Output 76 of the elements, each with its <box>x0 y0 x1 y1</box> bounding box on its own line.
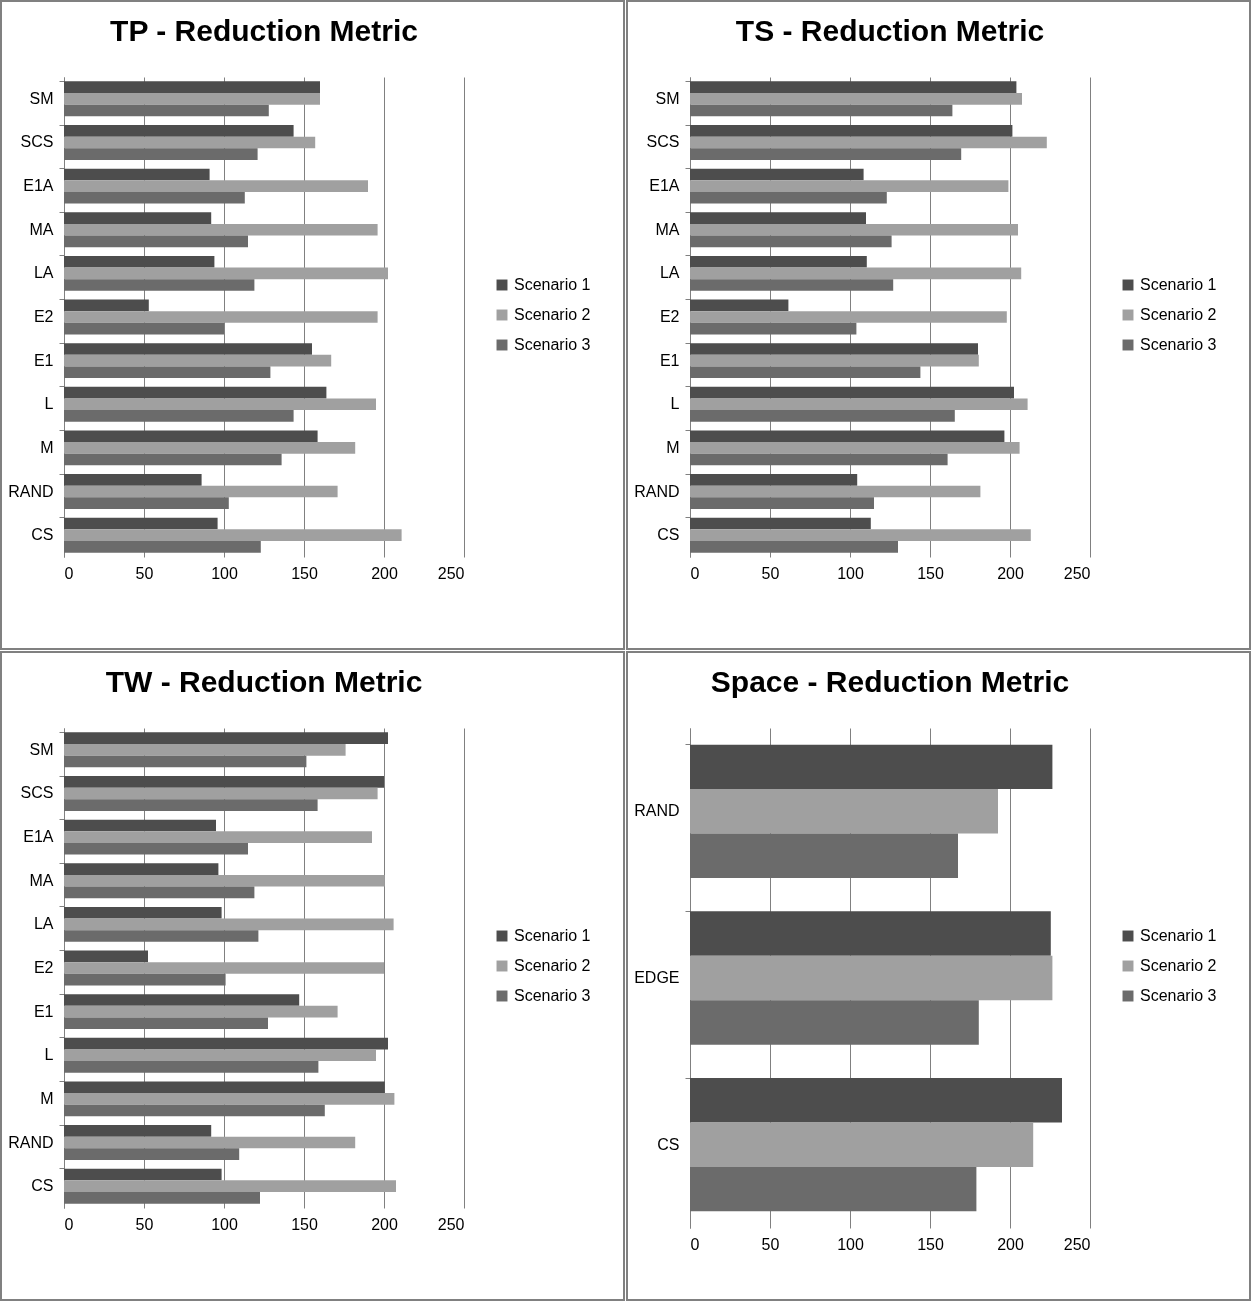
x-tick-label: 150 <box>917 564 944 582</box>
y-tick-label: MA <box>29 871 54 889</box>
x-tick-label: 250 <box>1063 564 1091 582</box>
chart-title: TP - Reduction Metric <box>110 14 418 47</box>
legend-label: Scenario 2 <box>514 306 591 323</box>
x-tick-label: 200 <box>997 1235 1024 1253</box>
y-tick-label: MA <box>29 220 54 238</box>
y-tick-label: LA <box>659 264 680 282</box>
x-tick-label: 150 <box>291 564 318 582</box>
legend-label: Scenario 3 <box>514 987 591 1004</box>
y-tick-label: E1A <box>23 828 54 846</box>
x-tick-label: 0 <box>64 564 74 582</box>
x-tick-label: 250 <box>437 1215 465 1233</box>
y-tick-label: RAND <box>634 802 680 820</box>
y-tick-label: M <box>666 438 680 456</box>
legend-label: Scenario 3 <box>1140 987 1217 1004</box>
x-tick-label: 50 <box>135 1215 154 1233</box>
x-tick-label: 50 <box>761 1235 780 1253</box>
legend-label: Scenario 2 <box>514 957 591 974</box>
legend-label: Scenario 1 <box>514 276 591 293</box>
y-tick-label: E1A <box>649 177 680 195</box>
y-tick-label: MA <box>655 220 680 238</box>
y-tick-label: L <box>44 395 54 413</box>
y-tick-label: EDGE <box>634 969 680 986</box>
chart-title: Space - Reduction Metric <box>710 665 1070 698</box>
legend-label: Scenario 3 <box>1140 336 1217 353</box>
chart-title: TW - Reduction Metric <box>105 665 423 698</box>
x-tick-label: 200 <box>371 564 398 582</box>
y-tick-label: CS <box>31 526 54 544</box>
x-tick-label: 250 <box>437 564 465 582</box>
legend-label: Scenario 1 <box>1140 276 1217 293</box>
y-tick-label: SCS <box>20 784 54 802</box>
y-tick-label: CS <box>657 1135 680 1153</box>
y-tick-label: RAND <box>8 482 54 500</box>
y-tick-label: E1 <box>33 351 54 369</box>
x-tick-label: 100 <box>837 564 864 582</box>
x-tick-label: 150 <box>291 1215 318 1233</box>
x-tick-label: 0 <box>690 1235 700 1253</box>
x-tick-label: 0 <box>690 564 700 582</box>
y-tick-label: RAND <box>634 482 680 500</box>
y-tick-label: RAND <box>8 1133 54 1151</box>
x-tick-label: 100 <box>837 1235 864 1253</box>
y-tick-label: L <box>44 1046 54 1064</box>
y-tick-label: LA <box>33 915 54 933</box>
x-tick-label: 150 <box>917 1235 944 1253</box>
x-tick-label: 50 <box>135 564 154 582</box>
y-tick-label: SM <box>29 89 54 107</box>
y-tick-label: E2 <box>659 308 680 325</box>
y-tick-label: CS <box>31 1177 54 1195</box>
x-tick-label: 100 <box>211 1215 238 1233</box>
y-tick-label: E2 <box>33 308 54 325</box>
y-tick-label: E1 <box>33 1002 54 1020</box>
y-tick-label: L <box>670 395 680 413</box>
y-tick-label: CS <box>657 526 680 544</box>
x-tick-label: 200 <box>997 564 1024 582</box>
x-tick-label: 200 <box>371 1215 398 1233</box>
y-tick-label: E1 <box>659 351 680 369</box>
legend-label: Scenario 2 <box>1140 306 1217 323</box>
y-tick-label: M <box>40 438 54 456</box>
chart-title: TS - Reduction Metric <box>735 14 1045 47</box>
x-tick-label: 50 <box>761 564 780 582</box>
y-tick-label: E1A <box>23 177 54 195</box>
y-tick-label: SM <box>29 740 54 758</box>
x-tick-label: 0 <box>64 1215 74 1233</box>
x-tick-label: 100 <box>211 564 238 582</box>
y-tick-label: E2 <box>33 959 54 976</box>
legend-label: Scenario 1 <box>514 927 591 944</box>
legend-label: Scenario 2 <box>1140 957 1217 974</box>
legend-label: Scenario 1 <box>1140 927 1217 944</box>
y-tick-label: LA <box>33 264 54 282</box>
y-tick-label: SCS <box>646 133 680 151</box>
x-tick-label: 250 <box>1063 1235 1091 1253</box>
y-tick-label: M <box>40 1089 54 1107</box>
legend-label: Scenario 3 <box>514 336 591 353</box>
y-tick-label: SM <box>655 89 680 107</box>
y-tick-label: SCS <box>20 133 54 151</box>
